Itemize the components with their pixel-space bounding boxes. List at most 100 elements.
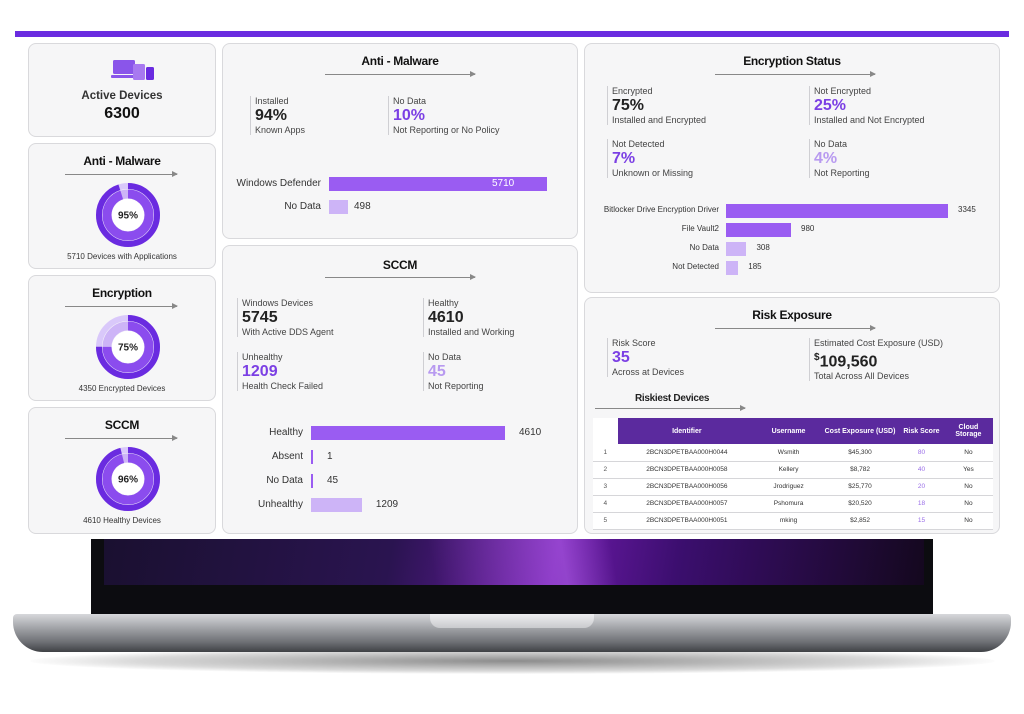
sccm-donut: 96% xyxy=(95,446,161,512)
kpi-label: Windows Devices xyxy=(242,298,314,308)
table-cell: 2BCN3DPETBAA000H0057 xyxy=(617,495,757,513)
anti-malware-card[interactable]: Anti - Malware Installed 94% Known Apps … xyxy=(222,43,578,239)
bar-label: Not Detected xyxy=(672,262,719,271)
kpi-sub: Unknown or Missing xyxy=(612,168,694,178)
table-cell: 18 xyxy=(899,495,944,513)
donut-svg: 75% xyxy=(96,315,160,379)
bar[interactable] xyxy=(726,242,747,256)
side-anti-malware-title: Anti - Malware xyxy=(83,154,161,168)
kpi-sub: Health Check Failed xyxy=(242,381,324,391)
bar[interactable] xyxy=(329,200,348,214)
active-devices-value: 6300 xyxy=(104,105,140,122)
column-header[interactable] xyxy=(593,418,618,444)
donut-percent-label: 96% xyxy=(118,475,138,486)
kpi-encrypted: Encrypted 75% Installed and Encrypted xyxy=(607,86,706,125)
column-header[interactable]: Cloud Storage xyxy=(943,418,993,444)
bar-value: 5710 xyxy=(492,178,515,189)
wallpaper xyxy=(104,535,924,585)
donut-svg: 95% xyxy=(96,183,160,247)
kpi-value: 35 xyxy=(612,349,630,366)
kpi-value: 10% xyxy=(393,107,426,124)
donut-center xyxy=(112,331,144,363)
dashboard-screen: Active Devices 6300 Anti - Malware 95% 5… xyxy=(15,31,1009,539)
bar-value: 498 xyxy=(354,201,371,212)
table-cell: $2,852 xyxy=(820,512,900,530)
table-cell: 2BCN3DPETBAA000H0058 xyxy=(617,461,757,479)
side-anti-malware-card[interactable]: Anti - Malware 95% 5710 Devices with App… xyxy=(28,143,216,269)
arrow-divider xyxy=(325,274,476,280)
table-cell: No xyxy=(943,478,993,496)
bar-value: 1 xyxy=(327,451,333,462)
column-header[interactable]: Risk Score xyxy=(899,418,944,444)
table-cell: $25,770 xyxy=(820,478,900,496)
kpi-sub: Installed and Encrypted xyxy=(612,115,707,125)
side-encryption-card[interactable]: Encryption 75% 4350 Encrypted Devices xyxy=(28,275,216,401)
riskiest-devices-table: Identifier Username Cost Exposure (USD) Ris… xyxy=(593,418,993,530)
table-cell: 20 xyxy=(899,478,944,496)
kpi-value: 4% xyxy=(814,150,838,167)
table-row[interactable]: 1 2BCN3DPETBAA000H0044 Wsmith $45,300 80 No xyxy=(593,444,993,462)
kpi-cost-exposure: Estimated Cost Exposure (USD) $109,560 T… xyxy=(809,338,943,382)
encryption-status-card[interactable]: Encryption Status Encrypted 75% Installe… xyxy=(584,43,1000,293)
bar[interactable] xyxy=(726,261,739,275)
bar-label: Bitlocker Drive Encryption Driver xyxy=(603,205,719,214)
risk-exposure-card[interactable]: Risk Exposure Risk Score 35 Across at De… xyxy=(584,297,1000,534)
bar-label: Unhealthy xyxy=(257,499,303,510)
table-cell: Wsmith xyxy=(756,444,821,462)
table-row[interactable]: 4 2BCN3DPETBAA000H0057 Pshomura $20,520 18 No xyxy=(593,495,993,513)
donut-arc-outer xyxy=(96,447,160,511)
column-header[interactable]: Username xyxy=(756,418,821,444)
active-devices-card[interactable]: Active Devices 6300 xyxy=(28,43,216,137)
bar[interactable] xyxy=(311,426,505,440)
table-cell: 1 xyxy=(593,444,618,462)
donut-percent-label: 95% xyxy=(118,211,138,222)
kpi-installed: Installed 94% Known Apps xyxy=(250,96,305,135)
kpi-value: 4610 xyxy=(428,309,464,326)
table-cell: 2BCN3DPETBAA000H0051 xyxy=(617,512,757,530)
kpi-label: No Data xyxy=(428,352,462,362)
devices-icon xyxy=(111,58,155,82)
kpi-not-detected: Not Detected 7% Unknown or Missing xyxy=(607,139,693,178)
table-cell: Jrodriguez xyxy=(756,478,821,496)
bar[interactable] xyxy=(726,204,948,218)
table-cell: 2BCN3DPETBAA000H0056 xyxy=(617,478,757,496)
kpi-unhealthy: Unhealthy 1209 Health Check Failed xyxy=(237,352,323,391)
table-body: 1 2BCN3DPETBAA000H0044 Wsmith $45,300 80 No 2 2… xyxy=(593,444,993,530)
bar[interactable] xyxy=(726,223,792,237)
bar[interactable] xyxy=(311,498,362,512)
table-row[interactable]: 5 2BCN3DPETBAA000H0051 mking $2,852 15 No xyxy=(593,512,993,530)
side-anti-malware-caption: 5710 Devices with Applications xyxy=(67,252,177,261)
table-row[interactable]: 2 2BCN3DPETBAA000H0058 Kellery $8,782 40 Yes xyxy=(593,461,993,479)
bar-value: 1209 xyxy=(375,499,399,510)
column-header[interactable]: Identifier xyxy=(617,418,757,444)
kpi-value: 94% xyxy=(255,107,288,124)
cost-value: 109,560 xyxy=(819,353,878,371)
table-cell: $8,782 xyxy=(820,461,900,479)
laptop-notch xyxy=(430,614,594,628)
bar-label: File Vault2 xyxy=(681,224,719,233)
risk-exposure-title: Risk Exposure xyxy=(752,308,832,322)
bar[interactable] xyxy=(329,177,547,191)
kpi-sub: Not Reporting xyxy=(814,168,870,178)
encryption-status-title: Encryption Status xyxy=(743,54,841,68)
kpi-healthy: Healthy 4610 Installed and Working xyxy=(423,298,514,337)
donut-center xyxy=(112,199,144,231)
kpi-label: Healthy xyxy=(428,298,459,308)
table-cell: 5 xyxy=(593,512,618,530)
donut-arc-inner xyxy=(102,189,154,241)
kpi-sub: Installed and Working xyxy=(428,327,515,337)
arrow-divider xyxy=(65,435,178,441)
table-cell: 2BCN3DPETBAA000H0044 xyxy=(617,444,757,462)
bar[interactable] xyxy=(311,474,313,488)
donut-svg: 96% xyxy=(96,447,160,511)
bar[interactable] xyxy=(311,450,313,464)
column-header[interactable]: Cost Exposure (USD) xyxy=(820,418,900,444)
table-row[interactable]: 3 2BCN3DPETBAA000H0056 Jrodriguez $25,770 20… xyxy=(593,478,993,496)
bar-label: No Data xyxy=(266,475,303,486)
table-cell: Pshomura xyxy=(756,495,821,513)
side-sccm-card[interactable]: SCCM 96% 4610 Healthy Devices xyxy=(28,407,216,534)
sccm-card[interactable]: SCCM Windows Devices 5745 With Active DD… xyxy=(222,245,578,534)
bar-value: 45 xyxy=(327,475,339,486)
arrow-divider xyxy=(715,71,876,77)
